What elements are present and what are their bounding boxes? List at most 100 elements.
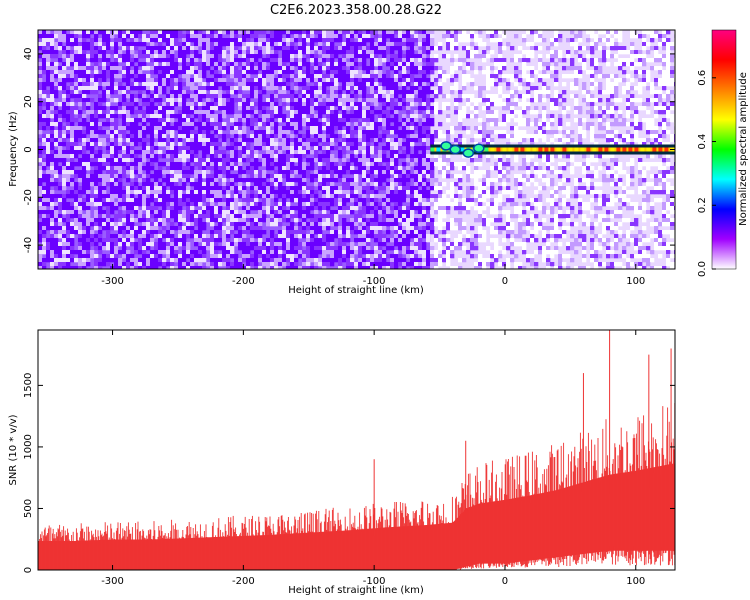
spectrogram-cell: [458, 138, 463, 143]
spectrogram-cell: [246, 198, 251, 203]
spectrogram-cell: [426, 194, 431, 199]
spectrogram-cell: [470, 54, 475, 59]
spectrogram-cell: [666, 154, 671, 159]
spectrogram-cell: [522, 110, 527, 115]
spectrogram-cell: [666, 62, 671, 67]
spectrogram-cell: [194, 138, 199, 143]
spectrogram-cell: [230, 198, 235, 203]
spectrogram-cell: [366, 146, 371, 151]
spectrogram-cell: [366, 134, 371, 139]
spectrogram-cell: [98, 114, 103, 119]
spectrogram-cell: [358, 58, 363, 63]
spectrogram-cell: [578, 178, 583, 183]
spectrogram-cell: [378, 74, 383, 79]
spectrogram-cell: [286, 66, 291, 71]
spectrogram-cell: [110, 182, 115, 187]
spectrogram-cell: [210, 106, 215, 111]
spectrogram-cell: [326, 46, 331, 51]
spectrogram-cell: [130, 162, 135, 167]
spectrogram-cell: [174, 86, 179, 91]
spectrogram-cell: [206, 186, 211, 191]
spectrogram-cell: [594, 46, 599, 51]
spectrogram-cell: [126, 110, 131, 115]
spectrogram-cell: [354, 34, 359, 39]
spectrogram-cell: [182, 130, 187, 135]
spectrogram-cell: [426, 162, 431, 167]
spectrogram-cell: [402, 174, 407, 179]
spectrogram-cell: [62, 118, 67, 123]
spectrogram-cell: [130, 122, 135, 127]
spectrogram-cell: [414, 174, 419, 179]
spectrogram-cell: [266, 114, 271, 119]
spectrogram-cell: [158, 46, 163, 51]
spectrogram-cell: [414, 58, 419, 63]
spectrogram-cell: [230, 138, 235, 143]
spectrogram-cell: [338, 34, 343, 39]
spectrogram-cell: [334, 34, 339, 39]
spectrogram-cell: [102, 142, 107, 147]
spectrogram-cell: [130, 170, 135, 175]
spectrogram-cell: [378, 170, 383, 175]
spectrogram-cell: [330, 170, 335, 175]
spectrogram-cell: [246, 150, 251, 155]
spectrogram-cell: [546, 154, 551, 159]
spectrogram-cell: [210, 138, 215, 143]
spectrogram-cell: [314, 114, 319, 119]
spectrogram-cell: [50, 182, 55, 187]
spectrogram-cell: [290, 62, 295, 67]
spectrogram-cell: [322, 182, 327, 187]
spectrogram-cell: [234, 62, 239, 67]
spectrogram-cell: [374, 90, 379, 95]
spectrogram-cell: [278, 70, 283, 75]
spectrogram-cell: [462, 162, 467, 167]
spectrogram-cell: [162, 110, 167, 115]
spectrogram-cell: [474, 166, 479, 171]
spectrogram-cell: [346, 38, 351, 43]
spectrogram-cell: [170, 190, 175, 195]
spectrogram-cell: [430, 34, 435, 39]
spectrogram-cell: [118, 86, 123, 91]
spectrogram-cell: [426, 66, 431, 71]
spectrogram-cell: [86, 154, 91, 159]
spectrogram-cell: [630, 106, 635, 111]
spectrogram-cell: [374, 194, 379, 199]
spectrogram-cell: [646, 162, 651, 167]
spectrogram-cell: [362, 170, 367, 175]
spectrogram-cell: [78, 158, 83, 163]
spectrogram-cell: [214, 142, 219, 147]
spectrogram-cell: [122, 174, 127, 179]
spectrogram-cell: [450, 66, 455, 71]
spectrogram-cell: [230, 110, 235, 115]
spectrogram-cell: [430, 42, 435, 47]
spectrogram-cell: [42, 90, 47, 95]
spectrogram-cell: [234, 86, 239, 91]
spectrogram-cell: [86, 90, 91, 95]
spectrogram-cell: [310, 98, 315, 103]
spectrogram-cell: [386, 114, 391, 119]
spectrogram-cell: [266, 46, 271, 51]
spectrogram-cell: [418, 174, 423, 179]
spectrogram-cell: [358, 170, 363, 175]
spectrogram-cell: [174, 194, 179, 199]
spectrogram-cell: [222, 82, 227, 87]
spectrogram-cell: [474, 54, 479, 59]
spectrogram-cell: [374, 74, 379, 79]
spectrogram-cell: [70, 86, 75, 91]
spectrogram-cell: [338, 78, 343, 83]
spectrogram-cell: [346, 54, 351, 59]
spectrogram-cell: [394, 198, 399, 203]
spectrogram-cell: [78, 134, 83, 139]
spectrogram-cell: [278, 74, 283, 79]
spectrogram-cell: [362, 54, 367, 59]
spectrogram-cell: [242, 50, 247, 55]
spectrogram-cell: [186, 62, 191, 67]
spectrogram-cell: [338, 66, 343, 71]
spectrogram-cell: [306, 166, 311, 171]
spectrogram-cell: [114, 82, 119, 87]
spectrogram-cell: [558, 50, 563, 55]
spectrogram-cell: [182, 178, 187, 183]
spectrogram-cell: [102, 162, 107, 167]
spectrogram-cell: [322, 174, 327, 179]
spectrogram-cell: [562, 82, 567, 87]
spectrogram-cell: [354, 46, 359, 51]
